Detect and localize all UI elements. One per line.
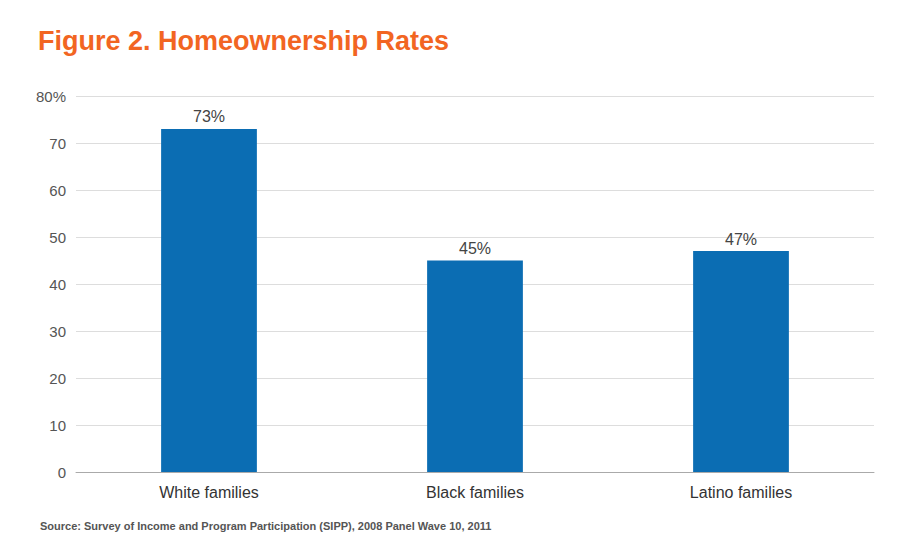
svg-text:45%: 45% — [459, 240, 491, 257]
svg-text:20: 20 — [49, 370, 66, 387]
svg-text:Figure 2. Homeownership Rates: Figure 2. Homeownership Rates — [38, 26, 449, 56]
svg-text:Survey of Income and Program P: Survey of Income and Program Participati… — [81, 520, 491, 532]
svg-text:10: 10 — [49, 417, 66, 434]
svg-text:Black families: Black families — [426, 484, 524, 501]
svg-text:80%: 80% — [36, 88, 66, 105]
svg-text:White families: White families — [159, 484, 259, 501]
svg-text:70: 70 — [49, 135, 66, 152]
svg-text:73%: 73% — [193, 108, 225, 125]
svg-text:Source:: Source: — [40, 520, 81, 532]
svg-text:30: 30 — [49, 323, 66, 340]
svg-text:Latino families: Latino families — [690, 484, 792, 501]
svg-text:40: 40 — [49, 276, 66, 293]
svg-text:50: 50 — [49, 229, 66, 246]
svg-text:0: 0 — [58, 464, 66, 481]
svg-text:47%: 47% — [725, 231, 757, 248]
svg-text:60: 60 — [49, 182, 66, 199]
